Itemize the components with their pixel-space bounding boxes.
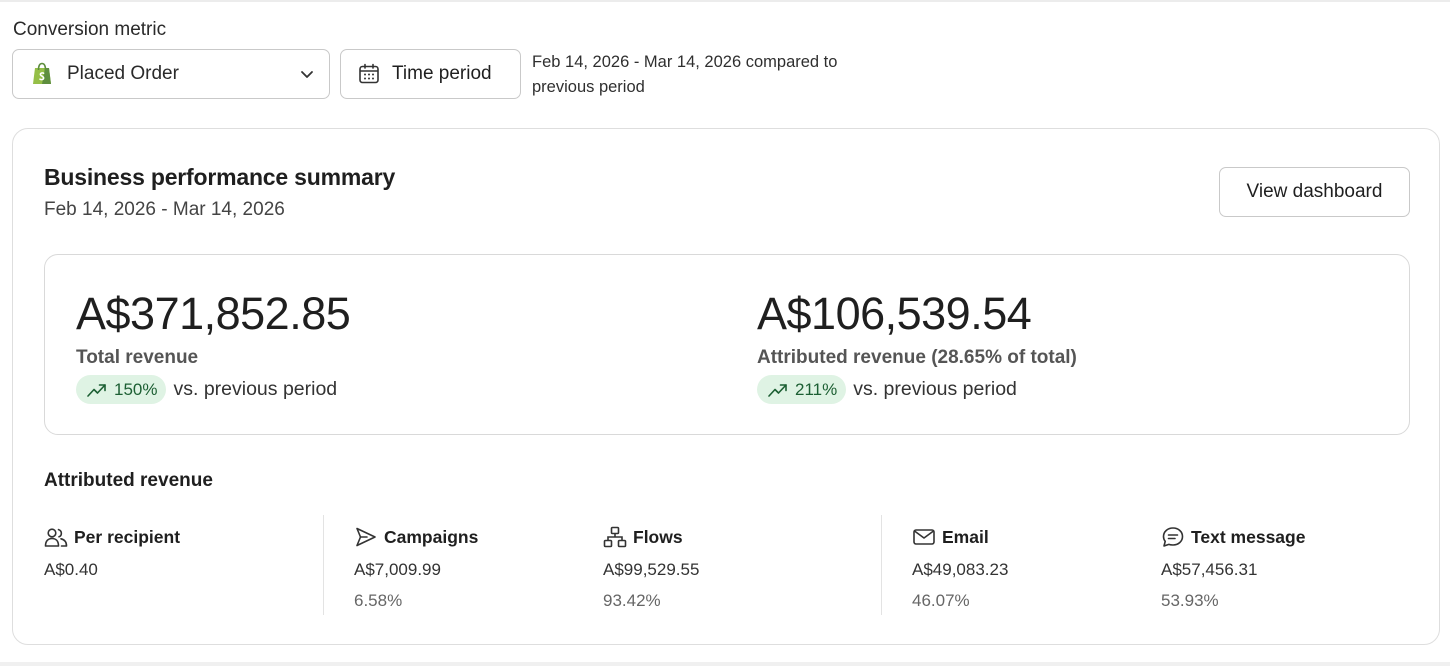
metric-value: A$99,529.55	[603, 560, 700, 579]
trending-up-icon	[767, 382, 789, 398]
bottom-divider	[0, 662, 1450, 666]
metric-per-recipient: Per recipient A$0.40	[44, 525, 180, 580]
view-dashboard-button[interactable]: View dashboard	[1219, 167, 1410, 217]
metric-value: A$0.40	[44, 560, 98, 579]
metric-label: Per recipient	[74, 526, 181, 547]
metric-label: Text message	[1191, 526, 1306, 547]
metric-label: Email	[942, 526, 989, 547]
business-performance-card: Business performance summary Feb 14, 202…	[12, 128, 1440, 645]
message-icon	[1161, 526, 1185, 548]
metric-divider	[881, 515, 882, 615]
revenue-stats-box: A$371,852.85 Total revenue 150% vs. prev…	[44, 254, 1410, 435]
total-revenue-stat: A$371,852.85 Total revenue 150% vs. prev…	[76, 287, 351, 404]
shopify-bag-icon	[31, 62, 53, 86]
top-divider	[0, 0, 1450, 2]
metric-value: A$7,009.99	[354, 560, 441, 579]
total-revenue-change-badge: 150%	[76, 375, 167, 404]
metric-campaigns: Campaigns A$7,009.99 6.58%	[354, 525, 478, 611]
metric-flows: Flows A$99,529.55 93.42%	[603, 525, 699, 611]
trending-up-icon	[86, 382, 108, 398]
total-revenue-comparison: vs. previous period	[173, 378, 338, 400]
time-period-button[interactable]: Time period	[340, 49, 521, 99]
metric-email: Email A$49,083.23 46.07%	[912, 525, 1008, 611]
attributed-revenue-change-badge: 211%	[757, 375, 847, 404]
conversion-metric-label: Conversion metric	[13, 19, 167, 40]
mail-icon	[912, 526, 936, 548]
users-icon	[44, 526, 68, 548]
total-revenue-value: A$371,852.85	[76, 288, 351, 339]
metric-percent: 93.42%	[603, 591, 661, 610]
metric-divider	[323, 515, 324, 615]
metric-percent: 6.58%	[354, 591, 403, 610]
send-icon	[354, 526, 378, 548]
flow-icon	[603, 526, 627, 548]
attributed-revenue-comparison: vs. previous period	[853, 378, 1017, 400]
metric-value: A$57,456.31	[1161, 560, 1258, 579]
metric-text-message: Text message A$57,456.31 53.93%	[1161, 525, 1305, 611]
attributed-revenue-title: Attributed revenue	[44, 470, 213, 491]
attributed-revenue-stat: A$106,539.54 Attributed revenue (28.65% …	[757, 287, 1077, 404]
total-revenue-change: 150%	[114, 379, 158, 399]
calendar-icon	[358, 63, 380, 85]
conversion-metric-value: Placed Order	[67, 63, 179, 84]
chevron-down-icon	[299, 66, 315, 82]
period-description: Feb 14, 2026 - Mar 14, 2026 compared to …	[532, 53, 838, 96]
attributed-revenue-label: Attributed revenue (28.65% of total)	[757, 347, 1077, 368]
metric-label: Flows	[633, 526, 683, 547]
attributed-revenue-value: A$106,539.54	[757, 288, 1032, 339]
metric-value: A$49,083.23	[912, 560, 1009, 579]
total-revenue-label: Total revenue	[76, 347, 199, 368]
metric-percent: 53.93%	[1161, 591, 1219, 610]
summary-date-range: Feb 14, 2026 - Mar 14, 2026	[44, 199, 285, 220]
time-period-label: Time period	[392, 63, 492, 84]
metric-percent: 46.07%	[912, 591, 970, 610]
conversion-metric-select[interactable]: Placed Order	[12, 49, 330, 99]
attributed-revenue-change: 211%	[795, 379, 838, 399]
summary-title: Business performance summary	[44, 164, 396, 190]
metric-label: Campaigns	[384, 526, 479, 547]
